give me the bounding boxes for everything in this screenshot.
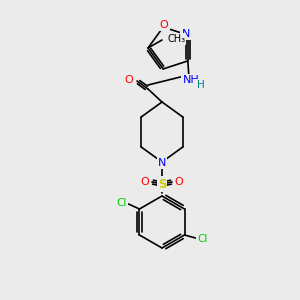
Text: Cl: Cl	[197, 234, 208, 244]
Text: NH: NH	[182, 75, 199, 85]
Text: N: N	[182, 29, 190, 39]
Text: S: S	[158, 178, 166, 190]
Text: O: O	[160, 20, 169, 30]
Text: Cl: Cl	[116, 198, 127, 208]
Text: O: O	[124, 75, 134, 85]
Text: CH₃: CH₃	[167, 34, 185, 44]
Text: H: H	[197, 80, 205, 90]
Text: O: O	[141, 177, 149, 187]
Text: O: O	[175, 177, 183, 187]
Text: N: N	[158, 158, 166, 168]
